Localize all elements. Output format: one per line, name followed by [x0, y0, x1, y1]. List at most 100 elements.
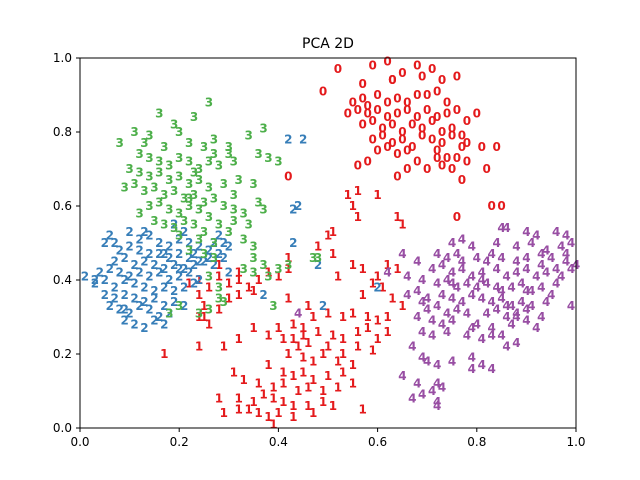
series-class-2: 2 22 22 22 2 2 222 2 2 2 2 2 2 2 2 2 222 22 2 2 2 2 2 2 2 222 2 2 2 2… — [81, 132, 382, 335]
point-class-0: 0 — [388, 73, 396, 87]
point-class-4: 4 — [557, 240, 565, 254]
point-class-1: 1 — [349, 199, 357, 213]
point-class-4: 4 — [507, 317, 515, 331]
point-class-3: 3 — [135, 206, 143, 220]
point-class-0: 0 — [438, 158, 446, 172]
point-class-3: 3 — [140, 184, 148, 198]
point-class-0: 0 — [413, 58, 421, 72]
point-class-1: 1 — [388, 292, 396, 306]
point-class-0: 0 — [418, 70, 426, 84]
point-class-1: 1 — [339, 310, 347, 324]
point-class-1: 1 — [254, 377, 262, 391]
x-tick-label: 0.2 — [170, 435, 189, 449]
point-class-3: 3 — [130, 125, 138, 139]
point-class-0: 0 — [388, 73, 396, 87]
point-class-4: 4 — [294, 306, 302, 320]
point-class-4: 4 — [488, 329, 496, 343]
point-class-3: 3 — [175, 125, 183, 139]
point-class-3: 3 — [249, 177, 257, 191]
point-class-0: 0 — [453, 210, 461, 224]
point-class-3: 3 — [259, 203, 267, 217]
point-class-2: 2 — [155, 266, 163, 280]
point-class-0: 0 — [433, 151, 441, 165]
point-class-1: 1 — [319, 347, 327, 361]
point-class-4: 4 — [458, 255, 466, 269]
point-class-4: 4 — [488, 247, 496, 261]
point-class-1: 1 — [220, 340, 228, 354]
point-class-2: 2 — [150, 284, 158, 298]
point-class-4: 4 — [423, 354, 431, 368]
point-class-0: 0 — [458, 140, 466, 154]
point-class-2: 2 — [111, 236, 119, 250]
point-class-3: 3 — [205, 95, 213, 109]
point-class-0: 0 — [423, 88, 431, 102]
point-class-0: 0 — [413, 155, 421, 169]
point-class-1: 1 — [235, 403, 243, 417]
point-class-2: 2 — [125, 225, 133, 239]
point-class-0: 0 — [373, 103, 381, 117]
point-class-2: 2 — [160, 262, 168, 276]
point-class-1: 1 — [304, 299, 312, 313]
point-class-1: 1 — [264, 358, 272, 372]
point-class-0: 0 — [403, 103, 411, 117]
point-class-0: 0 — [368, 58, 376, 72]
point-class-4: 4 — [532, 269, 540, 283]
point-class-4: 4 — [433, 395, 441, 409]
point-class-1: 1 — [254, 273, 262, 287]
point-class-4: 4 — [492, 236, 500, 250]
point-class-1: 1 — [274, 321, 282, 335]
point-class-0: 0 — [433, 110, 441, 124]
point-class-0: 0 — [373, 144, 381, 158]
point-class-1: 1 — [398, 299, 406, 313]
point-class-1: 1 — [244, 280, 252, 294]
point-class-1: 1 — [215, 258, 223, 272]
point-class-1: 1 — [324, 229, 332, 243]
point-class-3: 3 — [155, 195, 163, 209]
point-class-2: 2 — [225, 240, 233, 254]
point-class-4: 4 — [522, 303, 530, 317]
point-class-3: 3 — [180, 192, 188, 206]
point-class-2: 2 — [170, 258, 178, 272]
point-class-2: 2 — [185, 266, 193, 280]
point-class-1: 1 — [329, 247, 337, 261]
point-class-0: 0 — [354, 158, 362, 172]
point-class-4: 4 — [497, 284, 505, 298]
point-class-4: 4 — [428, 314, 436, 328]
point-class-1: 1 — [334, 354, 342, 368]
point-class-1: 1 — [284, 251, 292, 265]
point-class-3: 3 — [185, 155, 193, 169]
point-class-0: 0 — [403, 144, 411, 158]
point-class-4: 4 — [418, 273, 426, 287]
point-class-4: 4 — [502, 269, 510, 283]
point-class-3: 3 — [135, 166, 143, 180]
point-class-1: 1 — [383, 310, 391, 324]
point-class-2: 2 — [101, 236, 109, 250]
point-class-4: 4 — [488, 295, 496, 309]
point-class-1: 1 — [393, 262, 401, 276]
point-class-2: 2 — [165, 306, 173, 320]
point-class-2: 2 — [180, 299, 188, 313]
point-class-4: 4 — [448, 354, 456, 368]
point-class-1: 1 — [393, 210, 401, 224]
point-class-0: 0 — [473, 107, 481, 121]
point-class-0: 0 — [393, 92, 401, 106]
point-class-4: 4 — [418, 325, 426, 339]
point-class-0: 0 — [423, 103, 431, 117]
point-class-2: 2 — [120, 314, 128, 328]
point-class-3: 3 — [185, 177, 193, 191]
point-class-3: 3 — [249, 251, 257, 265]
point-class-4: 4 — [468, 240, 476, 254]
point-class-3: 3 — [210, 192, 218, 206]
point-class-3: 3 — [116, 136, 124, 150]
point-class-3: 3 — [200, 247, 208, 261]
point-class-0: 0 — [448, 129, 456, 143]
point-class-1: 1 — [289, 369, 297, 383]
point-class-4: 4 — [512, 336, 520, 350]
point-class-3: 3 — [170, 221, 178, 235]
point-class-4: 4 — [418, 295, 426, 309]
point-class-3: 3 — [125, 162, 133, 176]
point-class-0: 0 — [359, 92, 367, 106]
point-class-2: 2 — [145, 269, 153, 283]
